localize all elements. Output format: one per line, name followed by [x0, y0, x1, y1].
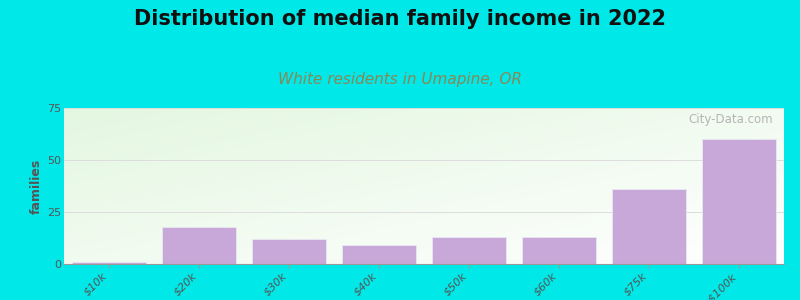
Bar	[522, 237, 596, 264]
Text: City-Data.com: City-Data.com	[689, 113, 773, 126]
Text: White residents in Umapine, OR: White residents in Umapine, OR	[278, 72, 522, 87]
Text: Distribution of median family income in 2022: Distribution of median family income in …	[134, 9, 666, 29]
Bar	[612, 189, 686, 264]
Bar	[162, 226, 236, 264]
Bar	[342, 245, 416, 264]
Bar	[252, 239, 326, 264]
Y-axis label: families: families	[30, 158, 43, 214]
Bar	[72, 262, 146, 264]
Bar	[702, 139, 776, 264]
Bar	[432, 237, 506, 264]
